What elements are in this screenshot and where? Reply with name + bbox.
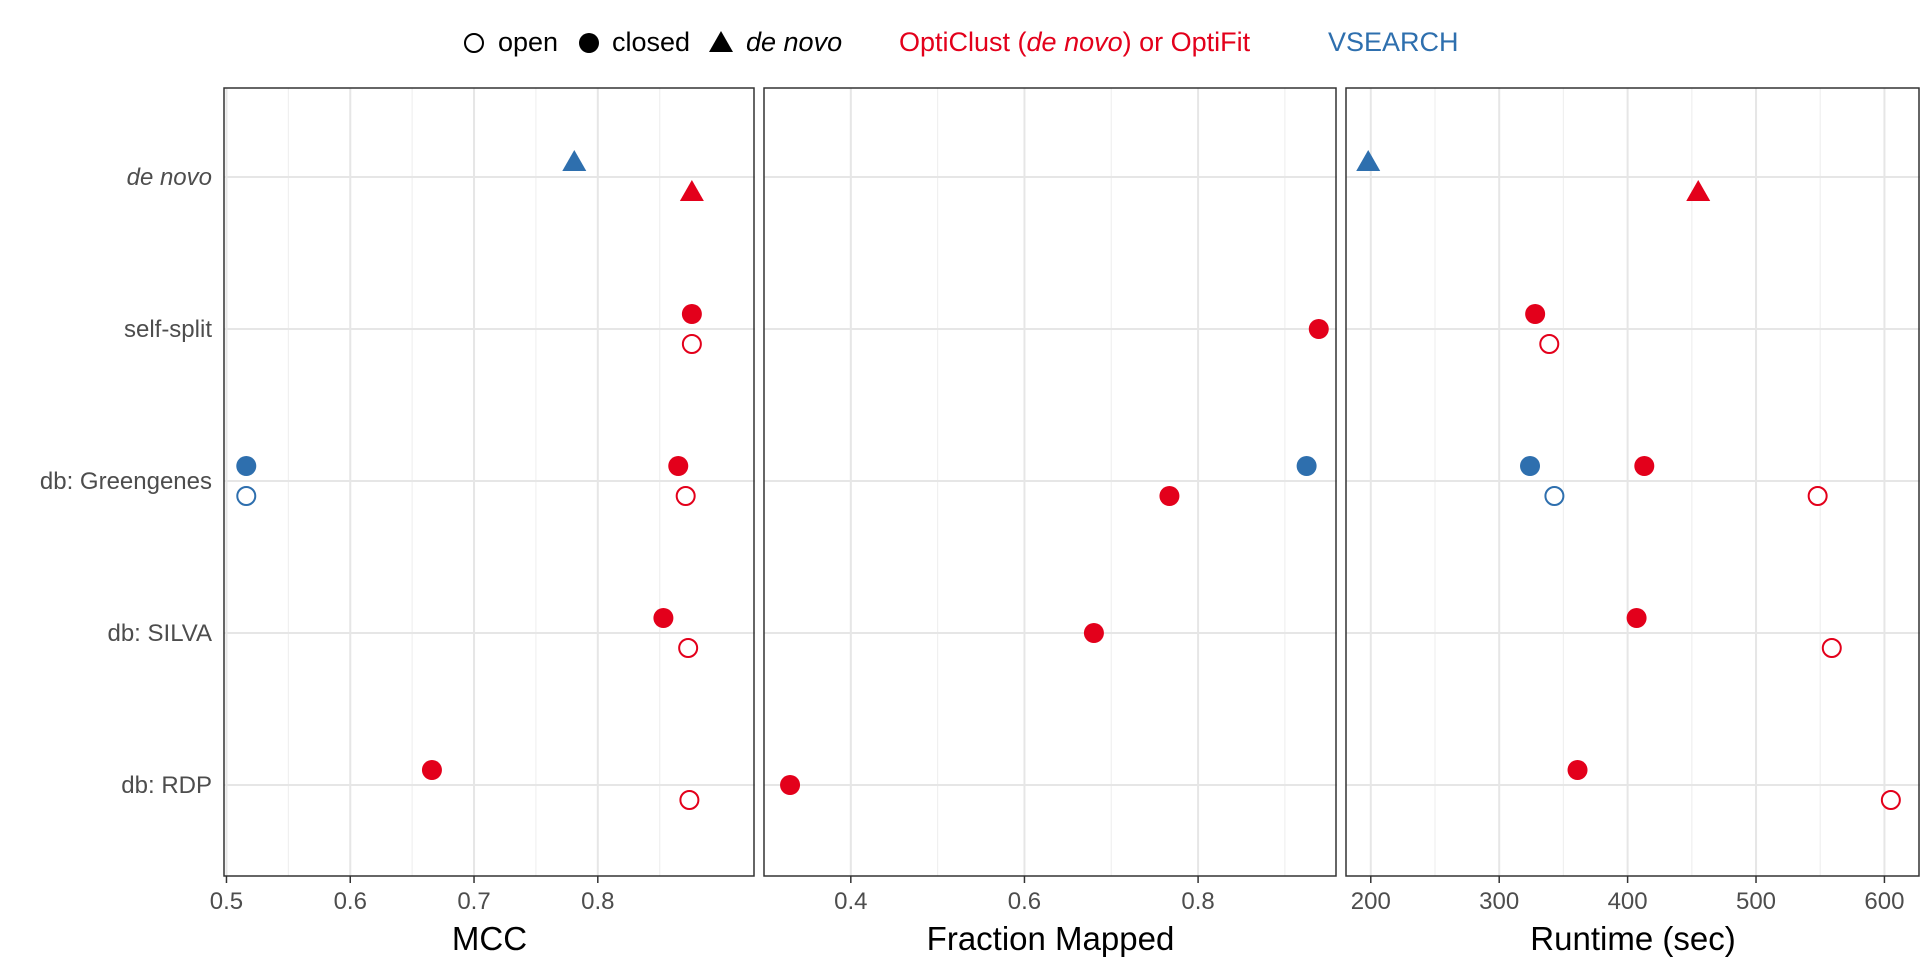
point-runtime-db-rdp-opti-open (1880, 790, 1901, 810)
point-fraction-db-greengenes-vsearch-closed (1296, 456, 1317, 476)
legend-vsearch-label: VSEARCH (1328, 27, 1459, 57)
x-axis-title-fraction: Fraction Mapped (927, 920, 1175, 957)
point-runtime-db-greengenes-opti-closed (1634, 456, 1655, 476)
panel-border (1345, 87, 1920, 877)
point-fraction-db-greengenes-opti-closed (1159, 486, 1180, 506)
point-mcc-db-silva-opti-open (678, 638, 699, 658)
point-mcc-de-novo-opti-denovo (679, 180, 704, 201)
point-fraction-self-split-opti-closed (1308, 319, 1329, 339)
point-mcc-db-greengenes-vsearch-open (236, 486, 257, 506)
point-mcc-db-silva-opti-closed (653, 608, 674, 628)
x-tick-label: 500 (1736, 888, 1776, 915)
point-mcc-db-greengenes-opti-open (675, 486, 696, 506)
legend-open-icon (464, 33, 484, 53)
x-tick-label: 200 (1351, 888, 1391, 915)
y-label-db-greengenes: db: Greengenes (40, 468, 212, 495)
legend: open closed de novo OptiClust (de novo) … (464, 27, 1459, 57)
point-runtime-de-novo-opti-denovo (1686, 180, 1711, 201)
point-runtime-self-split-opti-open (1539, 334, 1560, 354)
x-tick-label: 0.6 (1008, 888, 1041, 915)
x-tick-label: 0.8 (581, 888, 614, 915)
panel-runtime: 200 300 400 500 600 Runtime (sec) (1345, 87, 1920, 957)
x-tick-label: 600 (1864, 888, 1904, 915)
point-runtime-db-silva-opti-closed (1626, 608, 1647, 628)
y-label-de-novo: de novo (127, 164, 212, 191)
point-mcc-db-greengenes-opti-closed (668, 456, 689, 476)
x-tick-label: 400 (1608, 888, 1648, 915)
point-mcc-de-novo-vsearch-denovo (562, 150, 587, 171)
point-runtime-self-split-opti-closed (1525, 304, 1546, 324)
point-mcc-self-split-opti-closed (681, 304, 702, 324)
x-tick-label: 0.7 (457, 888, 490, 915)
y-label-db-rdp: db: RDP (121, 772, 212, 799)
panel-border (763, 87, 1337, 877)
x-tick-label: 0.5 (210, 888, 243, 915)
point-runtime-db-silva-opti-open (1821, 638, 1842, 658)
point-mcc-db-greengenes-vsearch-closed (236, 456, 257, 476)
y-axis-labels: de novo self-split db: Greengenes db: SILVA… (40, 164, 212, 799)
x-tick-label: 0.6 (334, 888, 367, 915)
legend-open-label: open (498, 27, 558, 57)
x-tick-label: 300 (1479, 888, 1519, 915)
point-mcc-db-rdp-opti-open (679, 790, 700, 810)
point-runtime-db-greengenes-opti-open (1807, 486, 1828, 506)
legend-opti-label: OptiClust (de novo) or OptiFit (899, 27, 1251, 57)
x-axis-title-mcc: MCC (452, 920, 527, 957)
point-runtime-db-rdp-opti-closed (1567, 760, 1588, 780)
x-tick-label: 0.8 (1181, 888, 1214, 915)
point-mcc-db-rdp-opti-closed (421, 760, 442, 780)
point-fraction-db-rdp-opti-closed (780, 775, 801, 795)
point-runtime-db-greengenes-vsearch-open (1544, 486, 1565, 506)
panel-border (223, 87, 755, 877)
legend-denovo-triangle-icon (709, 31, 733, 52)
y-label-self-split: self-split (124, 316, 212, 343)
point-mcc-self-split-opti-open (681, 334, 702, 354)
x-axis-title-runtime: Runtime (sec) (1530, 920, 1735, 957)
x-tick-label: 0.4 (834, 888, 867, 915)
legend-closed-label: closed (612, 27, 690, 57)
point-fraction-db-silva-opti-closed (1083, 623, 1104, 643)
legend-denovo-label: de novo (746, 27, 842, 57)
point-runtime-de-novo-vsearch-denovo (1356, 150, 1381, 171)
y-label-db-silva: db: SILVA (107, 620, 212, 647)
legend-closed-icon (579, 33, 599, 53)
point-runtime-db-greengenes-vsearch-closed (1520, 456, 1541, 476)
panel-mcc: 0.5 0.6 0.7 0.8 MCC (210, 87, 755, 957)
